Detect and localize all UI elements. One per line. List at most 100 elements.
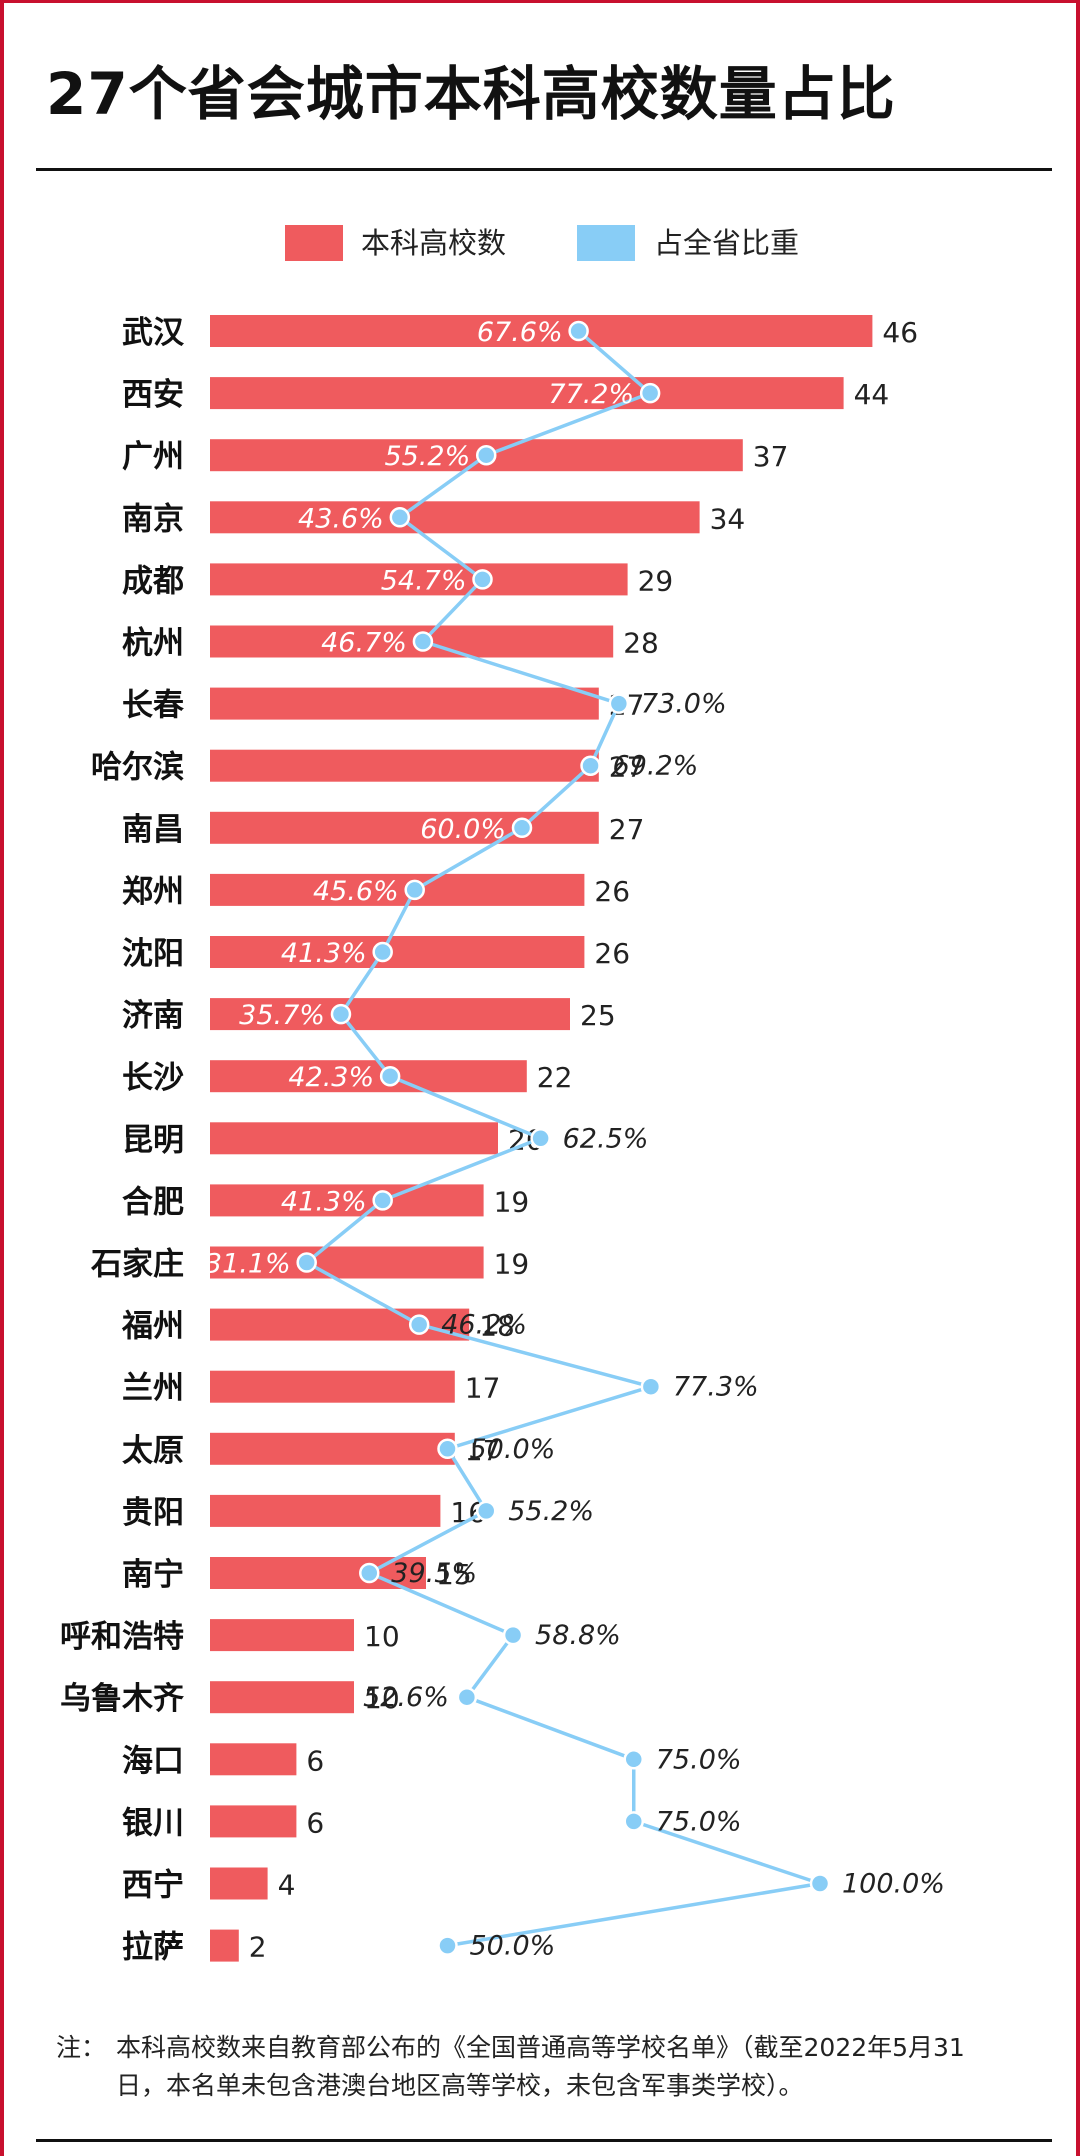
- category-label: 石家庄: [90, 1247, 184, 1283]
- bar: [210, 1308, 470, 1341]
- share-point: [412, 631, 434, 652]
- share-label: 60.0%: [420, 814, 506, 845]
- share-label: 50.0%: [470, 1434, 556, 1465]
- bar: [210, 1867, 268, 1900]
- category-label: 长沙: [122, 1060, 184, 1096]
- bar-value-label: 10: [364, 1682, 400, 1715]
- category-label: 济南: [122, 998, 184, 1034]
- category-label: 广州: [122, 439, 184, 475]
- line-group: 67.6%77.2%55.2%43.6%54.7%46.7%73.0%69.2%…: [205, 317, 945, 1962]
- bar-value-label: 18: [479, 1310, 515, 1343]
- bar: [210, 1246, 484, 1279]
- share-label: 41.3%: [281, 1186, 367, 1217]
- bar-value-label: 10: [364, 1620, 400, 1653]
- category-label: 哈尔滨: [91, 750, 184, 786]
- share-label: 100.0%: [842, 1869, 945, 1900]
- footnote-text: 本科高校数来自教育部公布的《全国普通高等学校名单》（截至2022年5月31 日，…: [116, 2029, 1046, 2105]
- footnote-label: 注：: [56, 2033, 107, 2062]
- category-label: 南昌: [122, 812, 184, 848]
- title-divider: [36, 168, 1052, 171]
- share-label: 46.2%: [441, 1310, 527, 1341]
- share-point: [389, 507, 411, 528]
- category-label: 武汉: [122, 315, 185, 351]
- bar: [210, 625, 614, 658]
- legend-line-swatch: [577, 225, 635, 261]
- category-label: 沈阳: [122, 936, 184, 972]
- chart-title: 27个省会城市本科高校数量占比: [46, 60, 896, 128]
- bar-value-label: 17: [465, 1372, 501, 1405]
- share-label: 58.8%: [535, 1620, 621, 1651]
- bar-value-label: 6: [306, 1744, 324, 1777]
- share-label: 73.0%: [641, 689, 727, 720]
- share-point: [475, 1500, 497, 1522]
- bar-value-label: 4: [278, 1869, 296, 1902]
- legend-label-bar: 本科高校数: [361, 226, 507, 260]
- share-label: 52.6%: [363, 1682, 449, 1713]
- bar-value-label: 34: [710, 502, 746, 535]
- bar-value-label: 44: [854, 378, 890, 411]
- share-point: [623, 1749, 644, 1770]
- share-point: [330, 1003, 352, 1025]
- category-label: 银川: [122, 1805, 184, 1841]
- bar-value-label: 27: [609, 751, 645, 784]
- bar: [210, 811, 599, 844]
- footnote-line-1: 本科高校数来自教育部公布的《全国普通高等学校名单》（截至2022年5月31: [116, 2033, 965, 2062]
- share-point: [437, 1438, 458, 1460]
- share-label: 67.6%: [477, 317, 563, 348]
- bar: [210, 1060, 527, 1093]
- share-label: 55.2%: [384, 441, 470, 472]
- bar: [210, 1619, 354, 1652]
- bar-value-label: 15: [436, 1558, 472, 1591]
- share-point: [296, 1252, 317, 1273]
- share-point: [502, 1624, 524, 1646]
- bar: [210, 873, 585, 906]
- share-point: [809, 1873, 831, 1894]
- bar-value-label: 26: [594, 875, 630, 908]
- bar: [210, 1122, 498, 1155]
- share-label: 69.2%: [613, 751, 699, 782]
- bar: [210, 687, 599, 720]
- category-label: 兰州: [122, 1371, 184, 1407]
- legend-bar-swatch: [285, 225, 343, 261]
- bar: [210, 1805, 297, 1838]
- bar: [210, 1494, 441, 1527]
- share-label: 55.2%: [508, 1496, 594, 1527]
- bar-group: 武汉46西安44广州37南京34成都29杭州28长春27哈尔滨27南昌27郑州2…: [60, 315, 918, 1966]
- bar: [210, 936, 585, 968]
- bar: [210, 749, 599, 782]
- bar: [210, 501, 700, 534]
- bar-value-label: 25: [580, 999, 616, 1032]
- share-point: [475, 444, 497, 466]
- category-label: 海口: [122, 1743, 184, 1779]
- bar: [210, 1184, 484, 1217]
- share-label: 35.7%: [239, 1000, 325, 1031]
- share-point: [372, 941, 393, 963]
- bar: [210, 563, 628, 596]
- bar: [210, 998, 570, 1031]
- chart-plot: 武汉46西安44广州37南京34成都29杭州28长春27哈尔滨27南昌27郑州2…: [60, 315, 945, 1966]
- share-point: [580, 755, 601, 776]
- share-point: [639, 382, 661, 404]
- share-label: 42.3%: [288, 1062, 374, 1093]
- share-label: 75.0%: [656, 1806, 742, 1837]
- bar-value-label: 22: [537, 1061, 573, 1094]
- bar: [210, 1743, 297, 1776]
- share-point: [623, 1811, 644, 1832]
- bar-value-label: 26: [594, 937, 630, 970]
- category-label: 呼和浩特: [60, 1619, 184, 1655]
- category-label: 长春: [122, 688, 184, 724]
- footnote-line-2: 日，本名单未包含港澳台地区高等学校，未包含军事类学校）。: [116, 2071, 804, 2100]
- category-label: 贵阳: [122, 1495, 184, 1531]
- share-label: 41.3%: [281, 938, 367, 969]
- bar-value-label: 28: [623, 627, 659, 660]
- bar-value-label: 19: [494, 1248, 530, 1281]
- share-label: 39.5%: [391, 1558, 477, 1589]
- share-point: [404, 879, 425, 901]
- share-label: 31.1%: [205, 1249, 291, 1280]
- share-point: [608, 693, 630, 714]
- category-label: 杭州: [122, 626, 184, 662]
- category-label: 西宁: [122, 1868, 184, 1904]
- share-point: [437, 1935, 458, 1956]
- share-point: [530, 1128, 551, 1149]
